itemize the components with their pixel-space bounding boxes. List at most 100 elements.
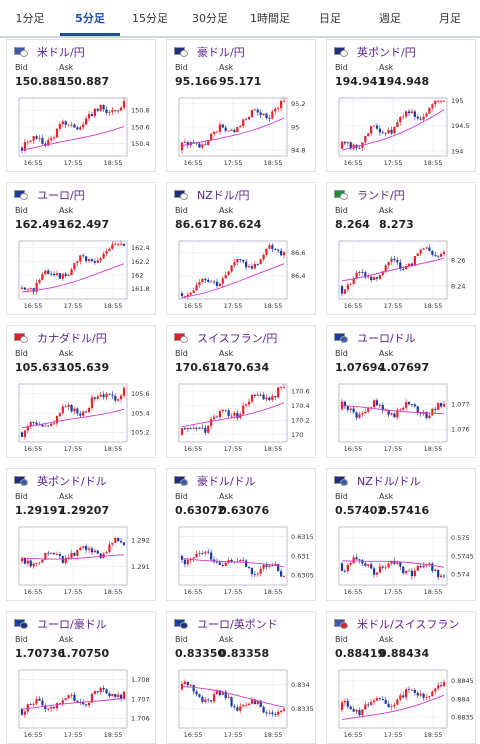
candle-body [407,689,411,691]
rate-card[interactable]: ユーロ/豪ドル Bid Ask 1.70736 1.70750 16:55 17:55 18:… [6,611,156,744]
candle-body [340,141,344,149]
tab-3[interactable]: 30分足 [192,12,228,25]
y-tick-label: 150.8 [131,107,150,115]
tab-1[interactable]: 5分足 [60,0,120,36]
rate-card[interactable]: カナダドル/円 Bid Ask 105.633 105.639 16:55 17:55 18:… [6,325,156,458]
candle-body [367,408,370,412]
candle-body [375,277,379,279]
candle-body [346,564,349,572]
ask-label: Ask [59,349,74,358]
bid-label: Bid [175,492,188,501]
candle-body [102,394,105,398]
candle-body [265,712,268,714]
x-tick-label: 18:55 [104,302,123,310]
candle-body [422,565,425,568]
candle-body [442,404,446,407]
rate-card[interactable]: ユーロ/英ポンド Bid Ask 0.83350 0.83358 16:55 17:55 18… [166,611,316,744]
candle-body [79,547,82,551]
candle-body [393,560,396,564]
bid-label: Bid [15,492,28,501]
candle-body [265,564,268,567]
card-title: 英ポンド/ドル [14,474,107,488]
tab-5[interactable]: 日足 [319,12,341,25]
candle-body [212,281,216,283]
flag-icon [174,190,194,200]
candle-body [230,415,233,417]
pair-name[interactable]: 英ポンド/ドル [37,475,107,488]
y-tick-label: 94.8 [291,147,305,155]
candle-body [105,552,108,554]
rate-card[interactable]: 英ポンド/ドル Bid Ask 1.29197 1.29207 16:55 17:55 18:… [6,468,156,601]
ask-value: 0.88434 [379,647,430,660]
candle-body [55,703,59,709]
pair-name[interactable]: ユーロ/ドル [357,332,416,345]
pair-name[interactable]: ユーロ/豪ドル [37,618,107,631]
x-tick-label: 18:55 [104,588,123,596]
candle-body [399,117,402,123]
candle-body [29,560,32,567]
rate-card[interactable]: NZドル/円 Bid Ask 86.617 86.624 16:55 17:55 18:55 8… [166,182,316,315]
rate-card[interactable]: 米ドル/スイスフラン Bid Ask 0.88419 0.88434 16:55 17:55… [326,611,476,744]
rate-card[interactable]: ユーロ/円 Bid Ask 162.493 162.497 16:55 17:55 18:55… [6,182,156,315]
pair-name[interactable]: 米ドル/スイスフラン [357,618,460,631]
candle-body [343,289,347,294]
candle-body [410,689,414,691]
candle-body [372,400,376,408]
pair-name[interactable]: ランド/円 [357,189,405,202]
rate-card[interactable]: 豪ドル/円 Bid Ask 95.166 95.171 16:55 17:55 18:55 95… [166,39,316,172]
rate-card[interactable]: スイスフラン/円 Bid Ask 170.618 170.634 16:55 17:55 18… [166,325,316,458]
pair-name[interactable]: 豪ドル/円 [197,46,245,59]
pair-name[interactable]: NZドル/円 [197,189,250,202]
candle-body [224,691,227,699]
rate-card[interactable]: 米ドル/円 Bid Ask 150.885 150.887 16:55 17:55 18:55… [6,39,156,172]
tab-7[interactable]: 月足 [439,12,461,25]
tab-4[interactable]: 1時間足 [250,12,290,25]
bid-label: Bid [15,206,28,215]
flag-icon [14,476,34,486]
pair-name[interactable]: ユーロ/英ポンド [197,618,278,631]
tab-2[interactable]: 15分足 [132,12,168,25]
y-tick-label: 0.5745 [451,552,474,560]
pair-name[interactable]: 米ドル/円 [37,46,85,59]
candle-body [268,712,271,714]
pair-name[interactable]: ユーロ/円 [37,189,85,202]
candle-body [352,709,355,712]
candle-body [108,112,111,113]
x-tick-label: 18:55 [264,159,283,167]
pair-name[interactable]: カナダドル/円 [37,332,107,345]
ask-value: 105.639 [59,361,110,374]
candle-body [23,558,27,564]
rate-card[interactable]: 豪ドル/ドル Bid Ask 0.63072 0.63076 16:55 17:55 18:5… [166,468,316,601]
rate-card[interactable]: ユーロ/ドル Bid Ask 1.07694 1.07697 16:55 17:55 18:5… [326,325,476,458]
candle-body [253,394,256,396]
candle-body [253,264,256,269]
x-tick-label: 16:55 [344,159,363,167]
pair-name[interactable]: スイスフラン/円 [197,332,278,345]
candle-body [102,253,105,259]
candle-body [413,689,416,693]
tab-0[interactable]: 1分足 [15,12,45,25]
y-tick-label: 0.8835 [451,713,474,721]
rate-card[interactable]: ランド/円 Bid Ask 8.264 8.273 16:55 17:55 18:55 8.26… [326,182,476,315]
price-chart: 16:55 17:55 18:55 195 194.5 194 [338,97,470,167]
candle-body [227,410,230,416]
candle-body [90,397,94,409]
pair-name[interactable]: NZドル/ドル [357,475,421,488]
pair-name[interactable]: 豪ドル/ドル [197,475,256,488]
tab-6[interactable]: 週足 [379,12,401,25]
candle-body [70,694,73,696]
candle-body [85,256,88,262]
flag-quote-icon [340,622,348,629]
candle-body [119,395,123,400]
bid-label: Bid [335,206,348,215]
bid-value: 8.264 [335,218,370,231]
pair-name[interactable]: 英ポンド/円 [357,46,416,59]
ask-value: 1.70750 [59,647,110,660]
bid-value: 150.885 [15,75,66,88]
moving-average-line [341,109,445,151]
ask-value: 162.497 [59,218,110,231]
y-tick-label: 8.26 [451,257,465,265]
candle-body [425,247,428,249]
rate-card[interactable]: 英ポンド/円 Bid Ask 194.941 194.948 16:55 17:55 18:5… [326,39,476,172]
rate-card[interactable]: NZドル/ドル Bid Ask 0.57402 0.57416 16:55 17:55 18:… [326,468,476,601]
